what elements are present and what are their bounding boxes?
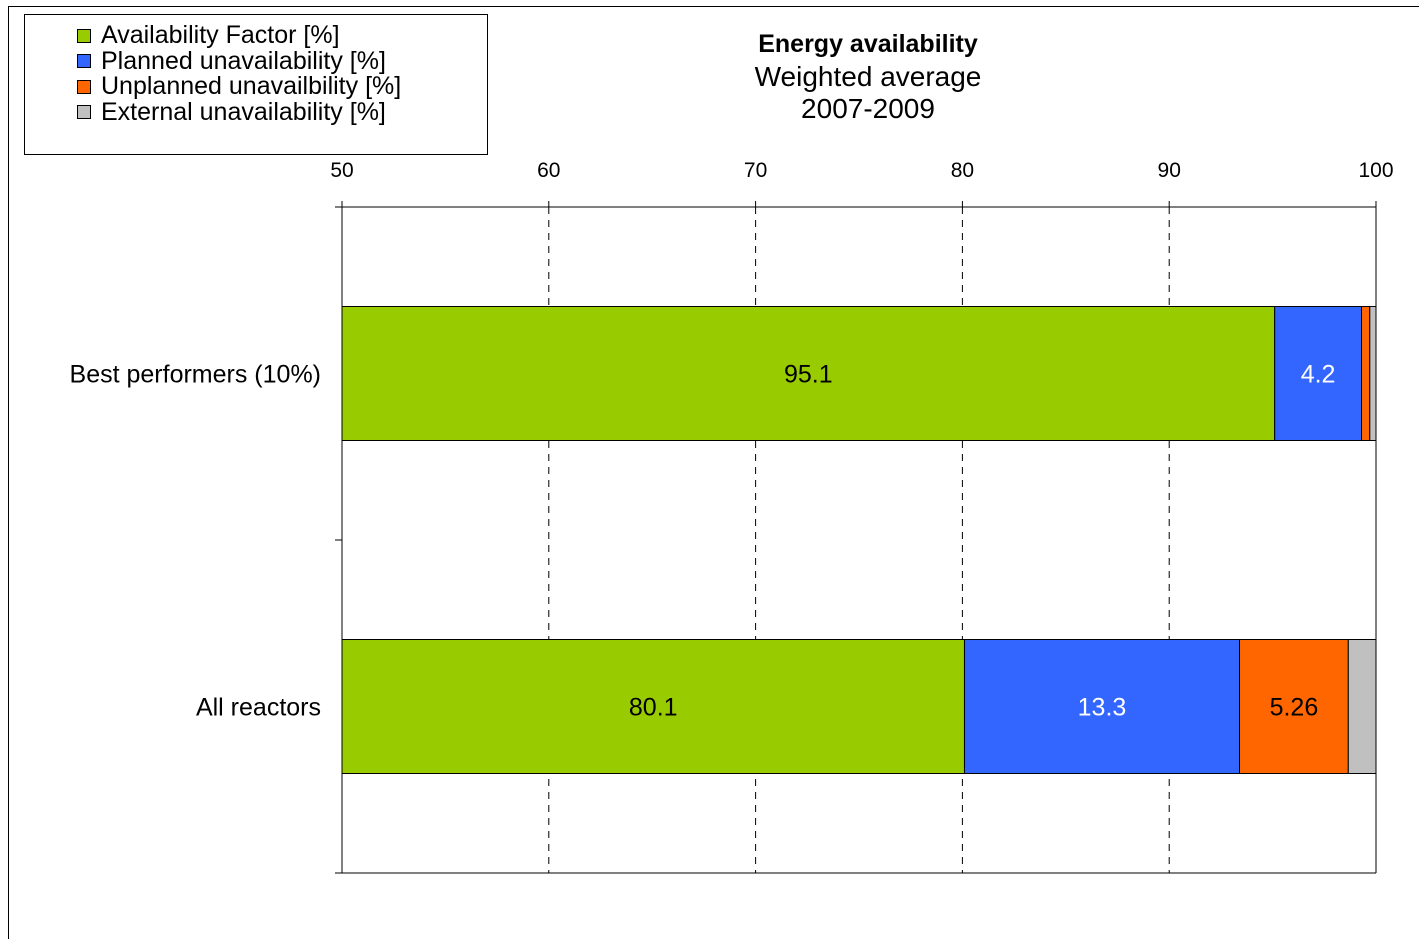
chart-frame: [8, 6, 1419, 939]
legend-item-unplanned-unavailability: Unplanned unavailbility [%]: [25, 72, 487, 101]
bar-segment: [1369, 306, 1377, 441]
legend-swatch: [77, 79, 91, 94]
legend-item-availability-factor: Availability Factor [%]: [25, 21, 487, 50]
bar-value-label: 4.2: [1301, 361, 1336, 389]
bar-value-label: 5.26: [1270, 694, 1319, 722]
x-tick-label: 80: [951, 159, 974, 182]
legend-label: External unavailability [%]: [101, 97, 386, 126]
legend: Availability Factor [%] Planned unavaila…: [24, 14, 488, 155]
legend-swatch: [77, 54, 91, 69]
bar-segment: [341, 639, 965, 774]
bar-segment: [1239, 639, 1349, 774]
category-label: Best performers (10%): [70, 361, 321, 389]
legend-item-planned-unavailability: Planned unavailability [%]: [25, 46, 487, 75]
x-tick-label: 70: [744, 159, 767, 182]
chart-subtitle-years: 2007-2009: [801, 93, 935, 124]
bar-layer: 95.1 4.2 80.1 13.3 5.26: [341, 306, 1377, 774]
legend-swatch: [77, 105, 91, 120]
x-tick-label: 90: [1158, 159, 1181, 182]
x-tick-label: 100: [1358, 159, 1393, 182]
legend-item-external-unavailability: External unavailability [%]: [25, 97, 487, 126]
legend-label: Availability Factor [%]: [101, 21, 340, 50]
bar-segment: [1361, 306, 1371, 441]
x-tick-label: 50: [330, 159, 353, 182]
chart-title: Energy availability: [758, 30, 978, 58]
legend-label: Planned unavailability [%]: [101, 46, 386, 75]
bar-value-label: 95.1: [784, 361, 833, 389]
chart-subtitle: Weighted average: [754, 61, 982, 92]
category-label: All reactors: [196, 694, 321, 722]
title-block: Energy availability Weighted average 200…: [668, 27, 1068, 125]
legend-swatch: [77, 28, 91, 43]
bar-value-label: 13.3: [1078, 694, 1127, 722]
axis-layer: 50 60 70 80 90 100 Best performers (10%) All re…: [70, 159, 1394, 874]
legend-label: Unplanned unavailbility [%]: [101, 72, 402, 101]
bar-value-label: 80.1: [629, 694, 678, 722]
bar-segment: [1347, 639, 1377, 774]
x-tick-label: 60: [537, 159, 560, 182]
bar-segment: [963, 639, 1241, 774]
bar-segment: [1274, 306, 1363, 441]
